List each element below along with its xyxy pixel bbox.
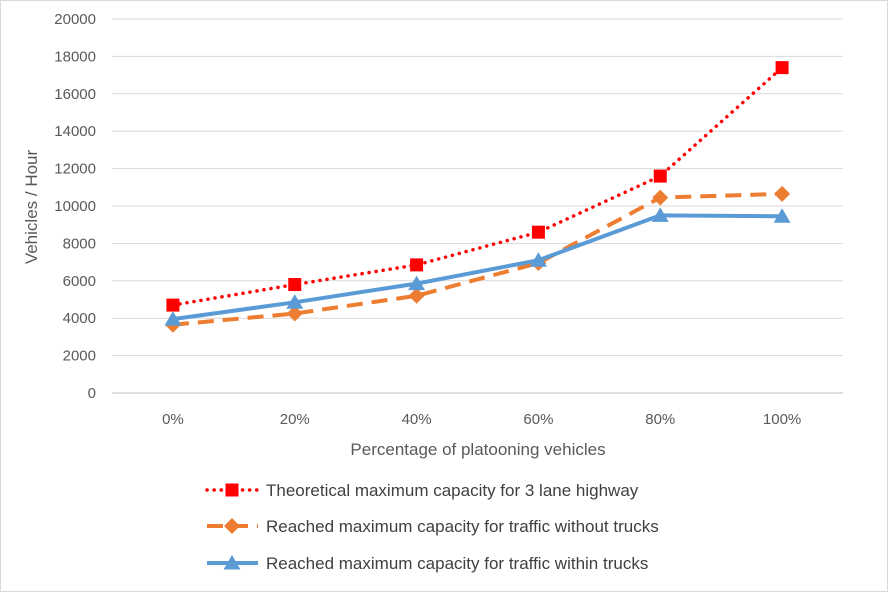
data-point [286, 305, 303, 322]
x-tick-label: 60% [523, 411, 553, 428]
gridlines [112, 18, 843, 394]
data-point [651, 207, 669, 222]
legend-marker [224, 518, 240, 534]
data-point [773, 208, 791, 223]
data-point [166, 298, 180, 312]
x-tick-label: 20% [280, 411, 310, 428]
data-point [410, 258, 424, 272]
x-tick-label: 80% [645, 411, 675, 428]
series-3 [164, 207, 791, 326]
data-point [529, 252, 547, 267]
legend-label: Reached maximum capacity for traffic wit… [266, 554, 648, 573]
x-tick-label: 0% [162, 411, 184, 428]
data-point [531, 225, 545, 239]
data-point [408, 275, 426, 291]
legend-marker [223, 555, 241, 570]
series-line [172, 213, 783, 322]
data-point [653, 169, 667, 183]
y-tick-label: 4000 [63, 310, 96, 327]
legend-label: Theoretical maximum capacity for 3 lane … [266, 481, 639, 500]
x-tick-label: 100% [763, 411, 801, 428]
y-tick-labels: 0 2000 4000 6000 8000 10000 12000 14000 16000 180… [54, 11, 96, 402]
x-tick-label: 40% [402, 411, 432, 428]
y-tick-label: 6000 [63, 273, 96, 290]
series-line [172, 191, 783, 327]
data-point [652, 189, 669, 206]
x-tick-labels: 0% 20% 40% 60% 80% 100% [162, 411, 801, 428]
data-point [164, 311, 182, 326]
series-1 [166, 61, 789, 312]
y-tick-label: 2000 [63, 348, 96, 365]
legend-item: Reached maximum capacity for traffic wit… [207, 554, 648, 573]
y-tick-label: 16000 [54, 86, 96, 103]
data-point [774, 185, 791, 202]
legend: Theoretical maximum capacity for 3 lane … [205, 481, 659, 573]
legend-item: Reached maximum capacity for traffic wit… [207, 517, 659, 536]
series-2 [164, 185, 791, 333]
data-point [408, 287, 425, 304]
series-line [171, 65, 784, 307]
legend-marker [225, 483, 239, 497]
data-point [288, 278, 302, 292]
y-tick-label: 18000 [54, 48, 96, 65]
legend-item: Theoretical maximum capacity for 3 lane … [205, 481, 639, 500]
legend-label: Reached maximum capacity for traffic wit… [266, 517, 659, 536]
y-tick-label: 10000 [54, 198, 96, 215]
y-tick-label: 14000 [54, 123, 96, 140]
x-axis-title: Percentage of platooning vehicles [350, 440, 605, 459]
data-point [775, 61, 789, 75]
y-axis-title: Vehicles / Hour [22, 149, 41, 264]
y-tick-label: 0 [88, 385, 96, 402]
y-tick-label: 20000 [54, 11, 96, 28]
data-point [286, 294, 304, 309]
series-group [164, 61, 791, 333]
y-tick-label: 8000 [63, 235, 96, 252]
y-tick-label: 12000 [54, 161, 96, 178]
